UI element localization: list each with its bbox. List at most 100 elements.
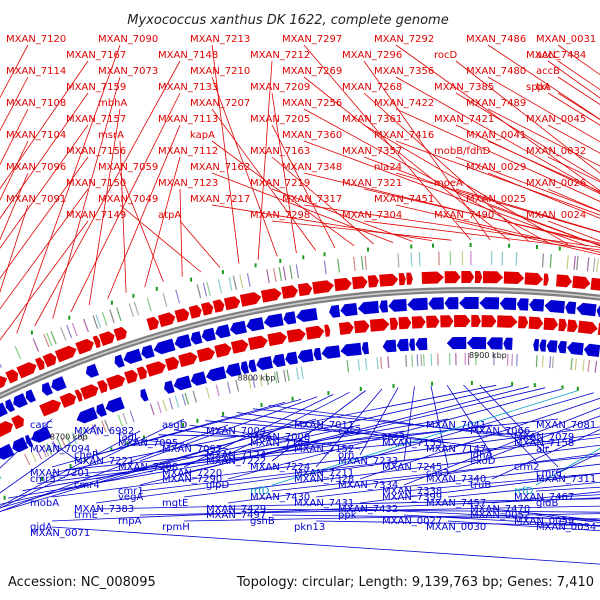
- forward-gene-arrow: [39, 399, 62, 417]
- cog-category-tick: [586, 257, 590, 272]
- reverse-gene-arrow: [428, 297, 444, 310]
- cog-category-tick: [168, 397, 174, 410]
- reverse-gene-label: gidA: [30, 522, 52, 533]
- label-leader-line: [535, 448, 600, 486]
- cog-category-tick: [82, 428, 88, 440]
- cog-category-tick: [273, 267, 277, 283]
- reverse-gene-arrow: [396, 338, 409, 352]
- forward-gene-arrow: [0, 421, 13, 438]
- forward-gene-label: MXAN_7104: [6, 130, 66, 141]
- forward-gene-arrow: [518, 316, 529, 329]
- rna-marker: [182, 423, 184, 427]
- forward-gene-arrow: [59, 392, 77, 408]
- forward-gene-label: MXAN_7298: [250, 210, 310, 221]
- reverse-gene-arrow: [206, 366, 227, 382]
- forward-gene-arrow: [54, 345, 77, 363]
- cog-category-tick: [247, 376, 252, 389]
- cog-category-tick: [582, 359, 585, 372]
- forward-gene-label: MXAN_7090: [98, 34, 158, 45]
- label-leader-line: [183, 444, 600, 498]
- cog-category-tick: [570, 358, 573, 371]
- label-leader-line: [271, 390, 578, 486]
- label-leader-line: [446, 385, 493, 456]
- forward-gene-label: MXAN_7059: [98, 162, 158, 173]
- cog-category-tick: [516, 354, 518, 367]
- genome-stats-text: Topology: circular; Length: 9,139,763 bp…: [236, 575, 594, 590]
- label-leader-line: [95, 399, 302, 456]
- reverse-gene-label: orn: [338, 450, 354, 461]
- rna-marker: [254, 263, 257, 268]
- reverse-gene-label: cheR: [74, 450, 99, 461]
- label-leader-line: [119, 140, 127, 293]
- label-leader-line: [66, 418, 559, 471]
- reverse-gene-label: truB: [470, 480, 491, 491]
- cog-category-tick: [549, 253, 552, 268]
- forward-gene-arrow: [297, 282, 313, 297]
- label-leader-line: [0, 424, 229, 512]
- rna-marker: [279, 258, 282, 263]
- reverse-gene-label: gshB: [250, 516, 275, 527]
- cog-category-tick: [265, 373, 269, 386]
- label-leader-line: [315, 520, 600, 526]
- label-leader-line: [211, 204, 432, 241]
- forward-gene-arrow: [503, 271, 525, 284]
- kbp-scale-label: 8700 kbp: [50, 433, 88, 442]
- rna-marker: [533, 383, 536, 388]
- label-leader-line: [0, 124, 89, 249]
- label-leader-line: [119, 204, 202, 273]
- forward-gene-label: MXAN_7217: [190, 194, 250, 205]
- cog-category-tick: [535, 355, 538, 368]
- forward-gene-arrow: [440, 315, 454, 328]
- cog-category-tick: [235, 379, 240, 392]
- cog-category-tick: [541, 355, 544, 368]
- label-leader-line: [0, 60, 89, 190]
- genome-ring-layer: [0, 286, 600, 400]
- cog-category-tick: [423, 353, 425, 367]
- forward-gene-label: sppA: [526, 82, 551, 93]
- cog-category-tick: [129, 410, 135, 423]
- reverse-gene-arrow: [123, 348, 143, 364]
- cog-category-tick: [50, 330, 57, 345]
- reverse-gene-arrow: [164, 380, 175, 394]
- cog-category-tick: [276, 371, 280, 384]
- cog-category-tick: [289, 265, 293, 280]
- forward-gene-arrow: [92, 335, 101, 349]
- accession-text: Accession: NC_008095: [8, 575, 156, 590]
- rna-marker: [132, 293, 135, 298]
- reverse-gene-arrow: [85, 363, 99, 378]
- reverse-gene-arrow: [105, 396, 125, 413]
- cog-category-tick: [181, 393, 187, 406]
- forward-gene-label: MXAN_7205: [250, 114, 310, 125]
- reverse-gene-label: MXAN_7224: [250, 462, 310, 473]
- reverse-gene-label: MXAN_7311: [536, 474, 596, 485]
- reverse-gene-arrow: [256, 356, 273, 371]
- reverse-gene-label: rnpA: [118, 516, 142, 527]
- label-leader-line: [271, 124, 336, 249]
- forward-gene-arrow: [267, 331, 287, 347]
- reverse-gene-label: MXAN_7497: [206, 510, 266, 521]
- reverse-gene-label: MXAN_7079: [514, 432, 574, 443]
- reverse-gene-arrow: [51, 376, 67, 392]
- rna-marker: [410, 244, 413, 249]
- cog-category-tick: [511, 353, 513, 366]
- genome-backbone-highlight: [0, 289, 600, 397]
- label-leader-line: [479, 384, 559, 468]
- label-leader-line: [0, 418, 53, 469]
- label-leader-line: [447, 520, 600, 532]
- cog-category-tick: [387, 356, 390, 369]
- forward-gene-label: MXAN_7348: [282, 162, 342, 173]
- forward-gene-label: MXAN_7114: [6, 66, 66, 77]
- label-leader-line: [179, 188, 183, 277]
- forward-gene-label: MXAN_7480: [466, 66, 526, 77]
- rna-marker: [41, 477, 43, 481]
- cog-category-tick: [109, 309, 115, 324]
- reverse-gene-label: MXAN_7211: [294, 468, 354, 479]
- reverse-gene-label: MXAN_7467: [514, 492, 574, 503]
- forward-gene-arrow: [398, 316, 412, 330]
- forward-gene-arrow: [324, 324, 331, 337]
- cog-category-tick: [273, 371, 278, 384]
- label-leader-line: [271, 455, 600, 492]
- forward-gene-arrow: [98, 331, 115, 346]
- reverse-gene-arrow: [382, 339, 397, 353]
